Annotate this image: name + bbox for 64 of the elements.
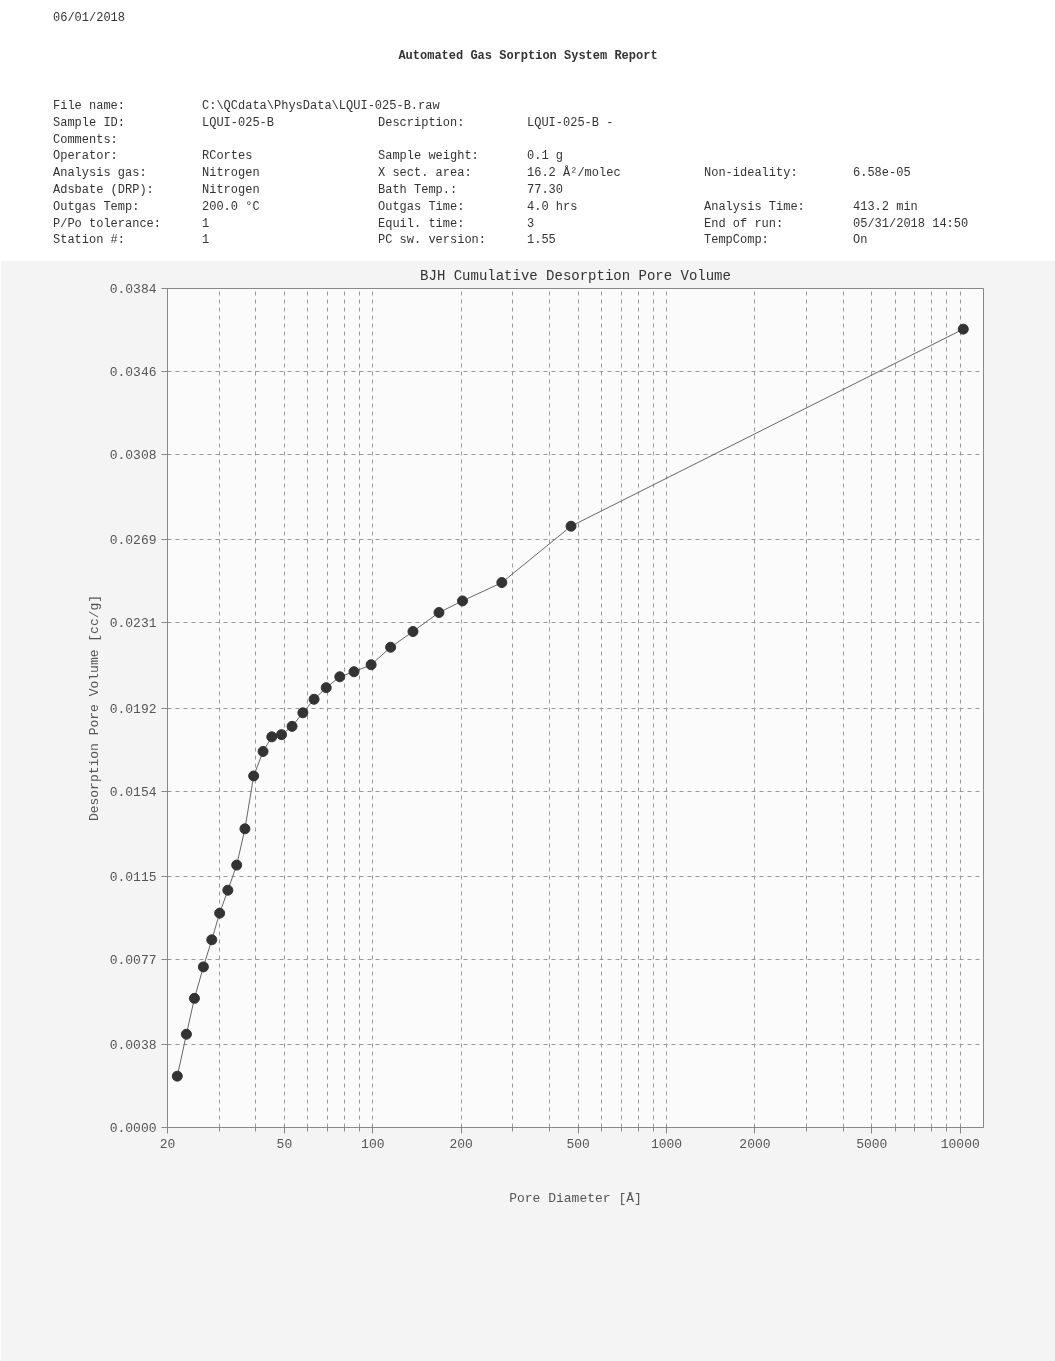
x-tick-label: 2000 <box>739 1136 771 1152</box>
text: Nitrogen <box>202 165 260 183</box>
y-tick-label: 0.0038 <box>109 1037 157 1053</box>
text: Operator: <box>53 148 118 166</box>
text: Analysis Time: <box>704 198 805 216</box>
text: PC sw. version: <box>378 232 487 250</box>
x-tick-label: 500 <box>566 1136 590 1152</box>
text: X sect. area: <box>378 165 472 183</box>
text: 1 <box>202 232 210 250</box>
text: Sample ID: <box>53 114 126 132</box>
text: 4.0 hrs <box>527 198 578 216</box>
y-tick-label: 0.0269 <box>109 533 157 549</box>
y-tick-label: 0.0346 <box>109 365 157 381</box>
text: End of run: <box>704 215 784 233</box>
x-tick-label: 200 <box>449 1136 473 1152</box>
text: Description: <box>378 114 465 132</box>
text: LQUI-025-B <box>202 114 275 132</box>
text: Equil. time: <box>378 215 465 233</box>
chart-title: BJH Cumulative Desorption Pore Volume <box>420 267 731 284</box>
text: Outgas Temp: <box>53 198 140 216</box>
x-tick-label: 5000 <box>856 1136 888 1152</box>
text: P/Po tolerance: <box>53 215 162 233</box>
text: RCortes <box>202 148 253 166</box>
text: On <box>853 232 868 250</box>
y-tick-label: 0.0192 <box>109 701 157 717</box>
text: 1 <box>202 215 210 233</box>
text: Non-ideality: <box>704 165 798 183</box>
y-tick-label: 0.0115 <box>109 869 157 885</box>
y-axis-title: Desorption Pore Volume [cc/g] <box>86 594 102 822</box>
text: 200.0 °C <box>202 198 260 216</box>
text: File name: <box>53 98 126 115</box>
y-tick-label: 0.0308 <box>109 448 157 464</box>
text: Outgas Time: <box>378 198 465 216</box>
text: TempComp: <box>704 232 769 250</box>
text: 16.2 Å²/molec <box>527 165 621 183</box>
text: Automated Gas Sorption System Report <box>398 48 658 65</box>
text: Bath Temp.: <box>378 182 458 199</box>
text: LQUI-025-B - <box>527 114 614 132</box>
text: 1.55 <box>527 232 556 250</box>
text: Analysis gas: <box>53 165 147 183</box>
text: Adsbate (DRP): <box>53 182 154 199</box>
y-tick-label: 0.0231 <box>109 616 157 632</box>
text: 06/01/2018 <box>53 10 126 27</box>
text: Station #: <box>53 232 126 250</box>
text: 77.30 <box>527 182 564 199</box>
x-axis-title: Pore Diameter [Å] <box>509 1190 642 1206</box>
y-tick-label: 0.0154 <box>109 784 157 800</box>
text: 05/31/2018 14:50 <box>853 215 969 233</box>
text: C:\QCdata\PhysData\LQUI-025-B.raw <box>202 98 440 115</box>
x-tick-label: 10000 <box>940 1136 980 1152</box>
text: 413.2 min <box>853 198 918 216</box>
x-tick-label: 50 <box>276 1136 293 1152</box>
text: 3 <box>527 215 535 233</box>
x-tick-label: 1000 <box>650 1136 683 1152</box>
text: Nitrogen <box>202 182 260 199</box>
text: 0.1 g <box>527 148 563 166</box>
y-tick-label: 0.0384 <box>109 282 157 297</box>
text: Sample weight: <box>378 148 479 166</box>
x-tick-label: 100 <box>361 1136 385 1152</box>
x-tick-label: 20 <box>159 1136 176 1152</box>
y-tick-label: 0.0077 <box>109 952 157 968</box>
y-tick-label: 0.0000 <box>109 1121 157 1136</box>
text: 6.58e-05 <box>853 165 911 183</box>
text: Comments: <box>53 131 118 149</box>
